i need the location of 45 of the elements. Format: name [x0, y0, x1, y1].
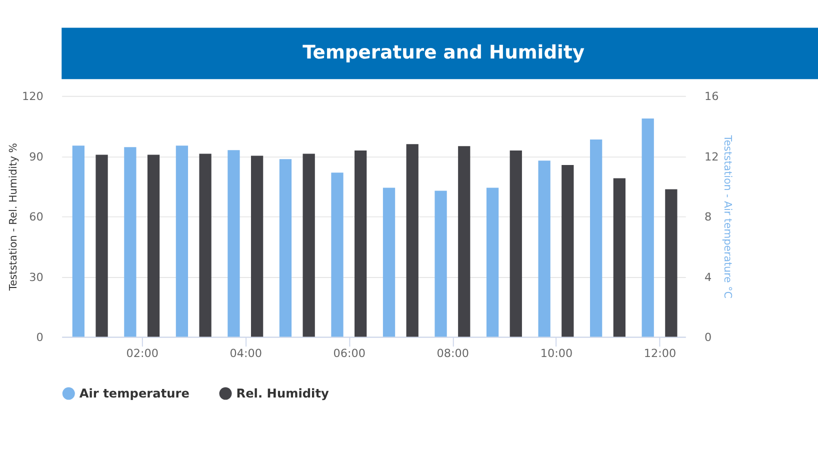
bar [590, 140, 602, 337]
y2-tick-label: 16 [704, 90, 719, 104]
bar [562, 164, 574, 337]
legend-label: Air temperature [79, 386, 190, 400]
y-tick-label: 30 [29, 270, 44, 284]
bar [96, 154, 108, 337]
bar [147, 154, 160, 337]
x-tick-label: 06:00 [333, 346, 366, 360]
bar [486, 188, 499, 337]
y2-tick-label: 12 [704, 150, 719, 164]
bar [382, 188, 396, 337]
y-tick-label: 90 [29, 150, 44, 164]
bar [665, 189, 678, 337]
y-tick-label: 60 [29, 210, 44, 224]
bar [434, 190, 447, 337]
bar [72, 146, 84, 337]
bar [279, 159, 292, 337]
legend-label: Rel. Humidity [236, 386, 329, 400]
bar [613, 178, 626, 337]
bar [538, 160, 550, 337]
bar [124, 147, 136, 337]
bar [251, 156, 264, 337]
bar [354, 150, 367, 337]
bar [458, 146, 470, 337]
bar [199, 154, 212, 337]
y2-tick-label: 4 [704, 270, 712, 284]
y2-axis-title: Teststation - Air temperature °C [721, 134, 734, 298]
x-tick-label: 02:00 [126, 346, 158, 360]
y2-tick-label: 0 [704, 331, 712, 344]
bar [406, 144, 418, 337]
y-tick-label: 0 [36, 331, 44, 344]
x-tick-label: 08:00 [436, 346, 470, 360]
y-tick-label: 120 [22, 90, 44, 104]
bar [176, 146, 188, 337]
x-tick-label: 12:00 [644, 346, 676, 360]
y2-tick-label: 8 [704, 210, 712, 224]
y-axis-title: Teststation - Rel. Humidity % [7, 142, 20, 292]
bar [510, 150, 522, 337]
x-tick-label: 10:00 [540, 346, 573, 360]
bar [642, 118, 654, 337]
bar [302, 154, 315, 337]
bar [228, 150, 240, 337]
chart-title: Temperature and Humidity [302, 42, 585, 64]
x-tick-label: 04:00 [230, 346, 262, 360]
bar [331, 172, 344, 337]
